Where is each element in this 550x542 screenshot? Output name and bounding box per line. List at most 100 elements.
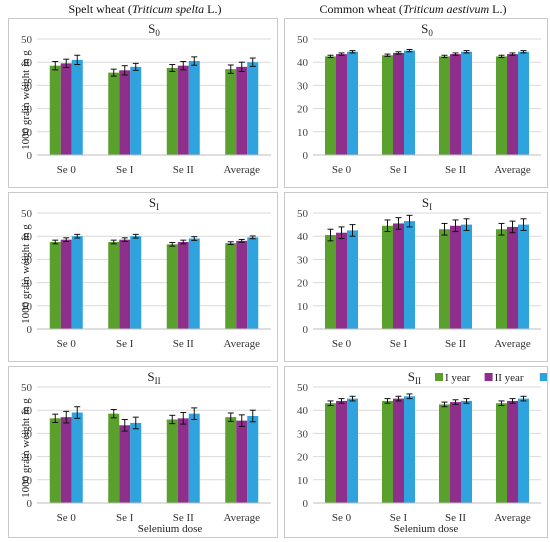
bar <box>119 70 131 155</box>
bar <box>393 223 404 329</box>
y-tick-label: 10 <box>297 301 309 313</box>
chart-spelt-s2: 0 10 20 30 40 50 SII Se 0 Se I Se II Average <box>21 369 271 524</box>
y-tick-label: 20 <box>21 104 33 116</box>
bar <box>177 242 189 329</box>
x-tick-label: Se 0 <box>332 164 352 176</box>
spelt-title-prefix: Spelt wheat ( <box>68 2 132 16</box>
chart-panel-spelt-s2: 0 10 20 30 40 50 SII Se 0 Se I Se II Average <box>8 366 278 538</box>
spelt-title-suffix: L.) <box>204 2 222 16</box>
bar <box>49 242 61 329</box>
chart-title: SI <box>422 195 432 212</box>
bar <box>188 238 200 329</box>
x-tick-label: Average <box>494 512 531 524</box>
bar <box>236 420 248 503</box>
bar <box>166 419 178 503</box>
bar <box>393 52 404 155</box>
x-tick-label: Se II <box>173 164 194 176</box>
bar <box>60 239 72 329</box>
x-tick-label: Se II <box>173 512 194 524</box>
y-axis-label-bottom: 1000 grain weight in g <box>20 398 32 498</box>
y-tick-label: 10 <box>21 475 33 487</box>
y-tick-label: 40 <box>297 405 309 417</box>
bar <box>177 418 189 503</box>
bar <box>166 244 178 329</box>
x-tick-label: Se II <box>445 164 466 176</box>
y-tick-label: 0 <box>303 324 309 336</box>
bar <box>439 229 450 329</box>
bar <box>130 422 142 503</box>
y-tick-label: 20 <box>21 278 33 290</box>
bar <box>119 239 131 329</box>
bar <box>71 59 83 155</box>
y-tick-label: 30 <box>21 428 33 440</box>
y-tick-label: 50 <box>297 34 309 46</box>
bar <box>119 425 131 503</box>
chart-title: SI <box>149 195 159 212</box>
y-tick-label: 10 <box>21 127 33 139</box>
bar <box>325 56 336 155</box>
bar <box>177 65 189 155</box>
x-tick-label: Se I <box>116 512 134 524</box>
bar <box>518 51 529 156</box>
chart-common-s2: 0 10 20 30 40 50 SII Se 0 Se I Se II Average I year… <box>297 369 547 524</box>
y-tick-label: 40 <box>21 405 33 417</box>
x-axis-label-spelt: Selenium dose <box>137 523 203 535</box>
bar <box>236 240 248 329</box>
chart-panel-spelt-s1: 0 10 20 30 40 50 SI Se 0 Se I Se II Average <box>8 192 278 362</box>
bar <box>188 413 200 503</box>
chart-title: S0 <box>148 21 160 38</box>
bar <box>450 54 461 155</box>
bar <box>507 226 518 329</box>
chart-title: SII <box>408 369 421 386</box>
y-tick-label: 10 <box>297 127 309 139</box>
x-tick-label: Average <box>224 164 261 176</box>
bar <box>347 230 358 329</box>
common-title-prefix: Common wheat ( <box>319 2 403 16</box>
bar <box>60 63 72 155</box>
bar <box>71 236 83 329</box>
y-tick-label: 10 <box>297 475 309 487</box>
bar <box>247 62 259 156</box>
bar <box>518 224 529 329</box>
bar <box>108 72 120 155</box>
bar <box>225 417 237 503</box>
bar <box>325 235 336 329</box>
bar <box>393 398 404 503</box>
y-tick-label: 50 <box>297 382 309 394</box>
y-axis-label-top: 1000 grain weight in g <box>20 50 32 150</box>
x-tick-label: Se I <box>390 512 408 524</box>
x-tick-label: Se 0 <box>332 512 352 524</box>
bar <box>382 55 393 155</box>
y-tick-label: 40 <box>21 231 33 243</box>
y-tick-label: 40 <box>297 57 309 69</box>
y-tick-label: 30 <box>297 428 309 440</box>
bar <box>461 400 472 503</box>
y-tick-label: 30 <box>297 80 309 92</box>
x-tick-label: Se I <box>116 164 134 176</box>
bar <box>496 403 507 503</box>
y-tick-label: 0 <box>27 324 33 336</box>
x-tick-label: Se I <box>116 338 134 350</box>
bar <box>439 56 450 155</box>
bar <box>166 68 178 155</box>
y-tick-label: 0 <box>27 498 33 510</box>
legend-swatch <box>539 373 547 381</box>
spelt-column-title: Spelt wheat (Triticum spelta L.) <box>12 2 278 17</box>
x-tick-label: Se II <box>445 338 466 350</box>
bar <box>382 400 393 503</box>
chart-panel-common-s2: 0 10 20 30 40 50 SII Se 0 Se I Se II Average I year… <box>284 366 548 538</box>
y-tick-label: 50 <box>21 382 33 394</box>
legend-label: II year <box>495 372 524 384</box>
bar <box>60 417 72 503</box>
chart-title: S0 <box>421 21 433 38</box>
bar <box>496 56 507 155</box>
y-tick-label: 30 <box>297 254 309 266</box>
y-tick-label: 20 <box>297 104 309 116</box>
bar <box>336 400 347 503</box>
y-tick-label: 20 <box>297 278 309 290</box>
x-tick-label: Average <box>494 338 531 350</box>
x-tick-label: Se I <box>390 164 408 176</box>
y-tick-label: 50 <box>297 208 309 220</box>
bar <box>236 66 248 155</box>
y-tick-label: 0 <box>303 498 309 510</box>
